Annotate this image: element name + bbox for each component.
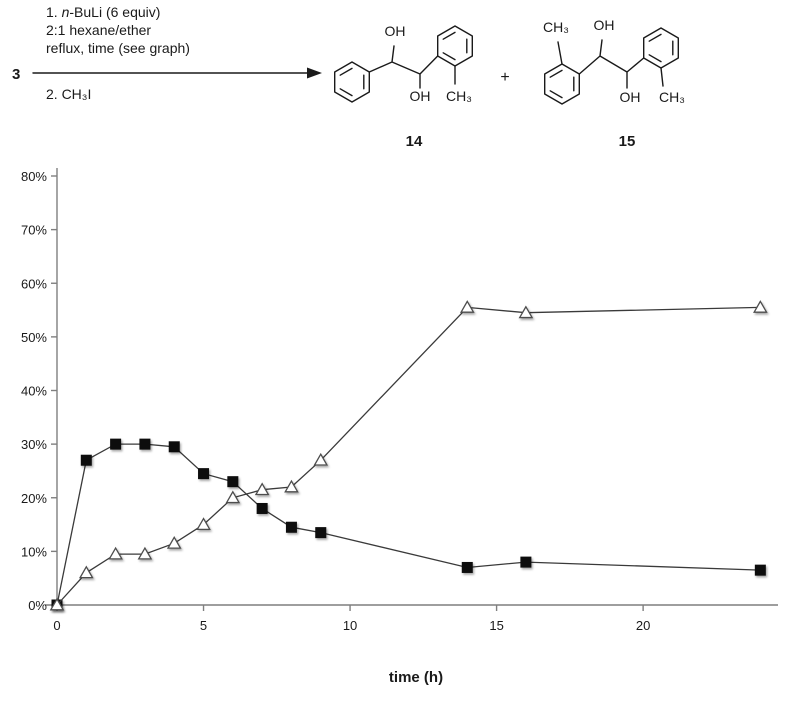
oh-label: OH bbox=[385, 23, 406, 39]
ring-double-bonds bbox=[648, 33, 674, 63]
y-tick-label: 20% bbox=[21, 491, 47, 506]
triangle-marker bbox=[753, 300, 768, 313]
y-tick-label: 10% bbox=[21, 544, 47, 559]
triangle-marker bbox=[166, 536, 182, 549]
tolyl-ring-right bbox=[643, 27, 679, 69]
triangle-marker bbox=[137, 546, 153, 560]
square-marker bbox=[256, 502, 268, 514]
square-marker bbox=[80, 454, 92, 466]
reactant-label: 3 bbox=[12, 66, 20, 83]
x-tick-label: 10 bbox=[343, 618, 357, 633]
condition-line-2: 2:1 hexane/ether bbox=[46, 22, 151, 38]
ring-double-bonds bbox=[442, 31, 468, 61]
arrowhead-icon bbox=[307, 67, 322, 79]
y-tick-label: 40% bbox=[21, 384, 47, 399]
ch3-label: CH₃ bbox=[446, 88, 472, 104]
square-marker bbox=[198, 468, 210, 480]
square-marker bbox=[315, 527, 327, 539]
triangle-marker bbox=[254, 482, 270, 496]
triangle-marker bbox=[459, 300, 475, 313]
structure-bonds bbox=[557, 39, 664, 89]
oh-label: OH bbox=[594, 17, 615, 33]
square-marker bbox=[227, 476, 239, 488]
y-tick-label: 70% bbox=[21, 223, 47, 238]
square-marker bbox=[754, 564, 766, 576]
tolyl-ring bbox=[437, 25, 473, 67]
condition-below-arrow: 2. CH₃I bbox=[46, 86, 91, 102]
product-15-structure: CH₃ OH OH CH₃ 15 bbox=[543, 17, 685, 150]
plus-sign: + bbox=[500, 69, 509, 86]
series-line bbox=[56, 443, 761, 606]
triangle-marker bbox=[518, 305, 534, 319]
square-marker bbox=[520, 556, 532, 568]
triangle-marker bbox=[196, 517, 211, 531]
oh-label: OH bbox=[410, 88, 431, 104]
y-tick-label: 50% bbox=[21, 330, 47, 345]
ring-double-bonds bbox=[549, 69, 575, 99]
axes bbox=[45, 168, 778, 611]
x-tick-label: 15 bbox=[489, 618, 503, 633]
triangle-marker bbox=[225, 490, 241, 504]
tolyl-ring-left bbox=[544, 63, 580, 105]
ch3-label: CH₃ bbox=[659, 89, 685, 105]
condition-line-3: reflux, time (see graph) bbox=[46, 40, 190, 56]
triangle-marker bbox=[313, 452, 329, 466]
triangle-marker bbox=[284, 479, 299, 493]
filled-square-series bbox=[51, 438, 766, 611]
y-tick-label: 30% bbox=[21, 437, 47, 452]
x-axis-title: time (h) bbox=[389, 669, 443, 686]
y-tick-label: 60% bbox=[21, 276, 47, 291]
y-tick-label: 80% bbox=[21, 169, 47, 184]
ch3-label: CH₃ bbox=[543, 19, 569, 35]
x-tick-label: 0 bbox=[53, 618, 60, 633]
x-tick-label: 20 bbox=[636, 618, 650, 633]
square-marker bbox=[110, 438, 122, 450]
condition-line-1: 1. n-BuLi (6 equiv) bbox=[46, 4, 160, 20]
yield-vs-time-chart: 0% 10% 20% 30% 40% 50% 60% 70% 80% 0 5 10 15 20 time (… bbox=[21, 168, 778, 686]
reaction-scheme: 3 1. n-BuLi (6 equiv) 2:1 hexane/ether r… bbox=[12, 4, 685, 150]
reaction-arrow bbox=[32, 67, 322, 79]
oh-label: OH bbox=[620, 89, 641, 105]
square-marker bbox=[139, 438, 151, 450]
triangle-marker bbox=[108, 546, 123, 560]
compound-15-label: 15 bbox=[619, 133, 636, 150]
phenyl-ring bbox=[334, 61, 370, 103]
compound-14-label: 14 bbox=[406, 133, 423, 150]
open-triangle-series bbox=[49, 300, 768, 611]
triangle-marker bbox=[49, 597, 65, 611]
structure-bonds bbox=[368, 45, 456, 89]
ring-double-bonds bbox=[339, 67, 365, 97]
series-line bbox=[56, 306, 761, 606]
product-14-structure: OH OH CH₃ 14 bbox=[334, 23, 473, 150]
square-marker bbox=[168, 441, 180, 453]
square-marker bbox=[461, 561, 473, 573]
y-tick-label: 0% bbox=[28, 598, 47, 613]
square-marker bbox=[285, 521, 297, 533]
x-tick-label: 5 bbox=[200, 618, 207, 633]
triangle-marker bbox=[78, 565, 94, 579]
